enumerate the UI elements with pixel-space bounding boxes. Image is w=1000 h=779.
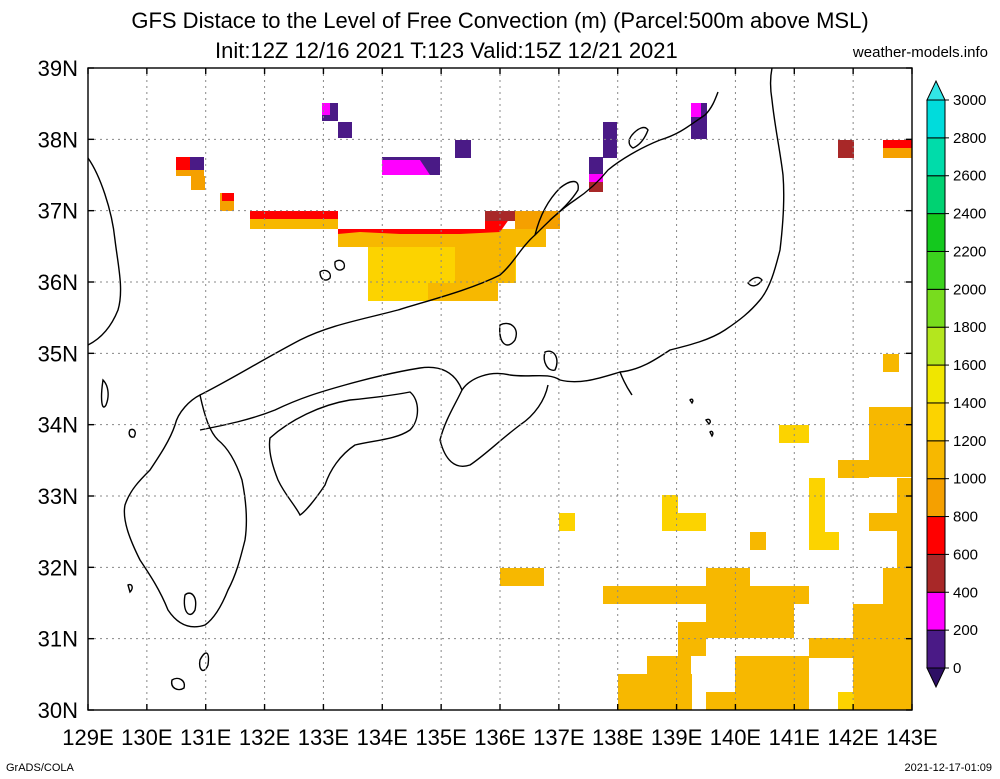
colorbar-label: 2200 [953, 243, 986, 260]
lat-tick-label: 37N [38, 199, 78, 224]
lat-tick-label: 31N [38, 627, 78, 652]
colorbar-segment [926, 175, 946, 215]
colorbar-label: 2400 [953, 206, 986, 223]
lon-tick-label: 130E [121, 725, 172, 750]
lat-tick-label: 35N [38, 341, 78, 366]
lon-tick-label: 133E [298, 725, 349, 750]
colorbar-segment [926, 478, 946, 518]
lon-tick-label: 134E [357, 725, 408, 750]
lon-tick-label: 132E [239, 725, 290, 750]
colorbar-label: 1000 [953, 471, 986, 488]
colorbar-label: 1800 [953, 319, 986, 336]
colorbar-label: 2800 [953, 130, 986, 147]
lat-tick-label: 30N [38, 698, 78, 723]
colorbar-under-arrow [926, 667, 946, 689]
colorbar-label: 2600 [953, 168, 986, 185]
lon-tick-label: 140E [710, 725, 761, 750]
map-subtitle: Init:12Z 12/16 2021 T:123 Valid:15Z 12/2… [215, 38, 678, 63]
colorbar-segment [926, 250, 946, 290]
lon-tick-label: 139E [651, 725, 702, 750]
lat-tick-label: 33N [38, 484, 78, 509]
lon-tick-label: 142E [827, 725, 878, 750]
lon-tick-label: 141E [769, 725, 820, 750]
lon-tick-label: 143E [886, 725, 937, 750]
lat-tick-label: 32N [38, 555, 78, 580]
colorbar-segment [926, 629, 946, 669]
lon-tick-label: 129E [62, 725, 113, 750]
convection-shading [176, 103, 912, 710]
coastlines [88, 68, 785, 691]
colorbar-segment [926, 99, 946, 139]
lon-tick-label: 136E [474, 725, 525, 750]
lon-tick-label: 138E [592, 725, 643, 750]
axis-ticks: 129E 130E 131E 132E 133E 134E 135E 136E 137E 138E… [38, 56, 938, 750]
colorbar-segment [926, 516, 946, 555]
colorbar-segment [926, 440, 946, 480]
colorbar: 0 200 400 600 800 1000 1200 1400 1600 1800 2000 220… [926, 79, 986, 689]
colorbar-label: 600 [953, 546, 978, 563]
colorbar-segment [926, 137, 946, 177]
lon-tick-label: 135E [415, 725, 466, 750]
lat-tick-label: 36N [38, 270, 78, 295]
colorbar-label: 800 [953, 509, 978, 526]
lat-tick-label: 39N [38, 56, 78, 81]
graticule [88, 68, 912, 710]
colorbar-label: 200 [953, 622, 978, 639]
lon-tick-label: 131E [180, 725, 231, 750]
colorbar-label: 0 [953, 660, 961, 677]
colorbar-segment [926, 288, 946, 328]
colorbar-segment [926, 326, 946, 366]
site-credit: weather-models.info [852, 44, 988, 61]
footer-credit: GrADS/COLA [6, 762, 74, 774]
colorbar-label: 2000 [953, 281, 986, 298]
colorbar-segment [926, 402, 946, 442]
colorbar-segment [926, 364, 946, 404]
map-title: GFS Distace to the Level of Free Convect… [131, 8, 869, 33]
colorbar-label: 1200 [953, 433, 986, 450]
colorbar-label: 1600 [953, 357, 986, 374]
colorbar-segment [926, 553, 946, 593]
lat-tick-label: 34N [38, 413, 78, 438]
footer-timestamp: 2021-12-17-01:09 [904, 762, 992, 774]
lon-tick-label: 137E [533, 725, 584, 750]
colorbar-label: 1400 [953, 395, 986, 412]
colorbar-segment [926, 591, 946, 631]
colorbar-label: 3000 [953, 92, 986, 109]
lat-tick-label: 38N [38, 127, 78, 152]
colorbar-segment [926, 213, 946, 252]
colorbar-label: 400 [953, 584, 978, 601]
colorbar-over-arrow [926, 79, 946, 101]
